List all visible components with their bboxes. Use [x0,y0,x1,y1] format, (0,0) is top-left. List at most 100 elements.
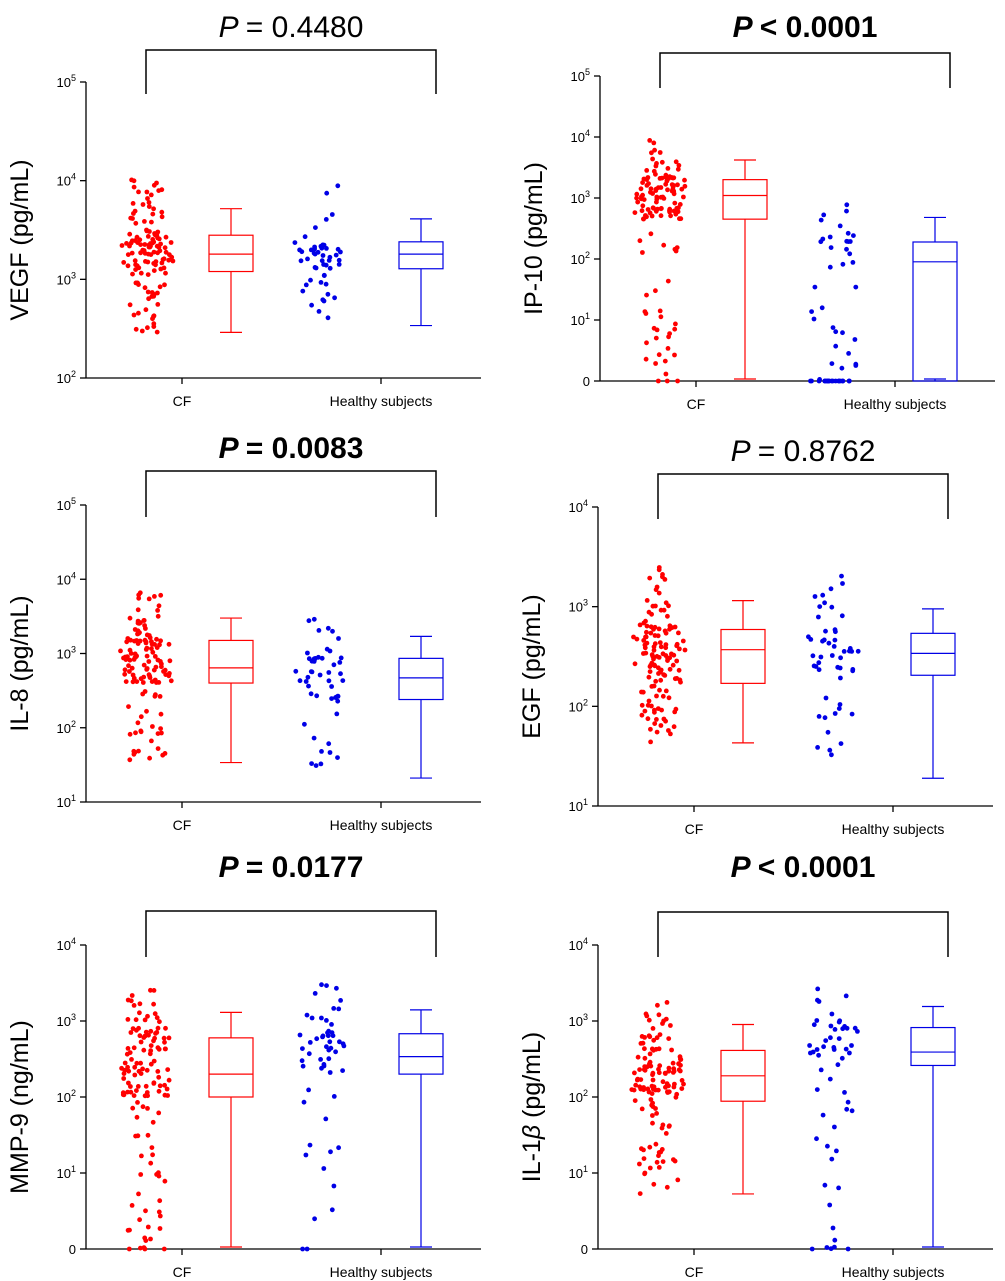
data-point [845,1099,851,1105]
y-tick-label: 101 [569,1164,588,1181]
data-point [326,741,332,747]
data-point [169,254,175,260]
data-point [827,1076,833,1082]
data-point [138,1060,144,1066]
data-point [162,1082,168,1088]
panel-2: 0 101 102 103 104 105 IP-10 (pg/mL) CF Healthy s… [520,11,995,412]
data-point [337,660,343,665]
data-point [135,631,140,637]
data-point [152,1011,158,1017]
data-point [852,337,858,342]
y-axis-label: MMP-9 (ng/mL) [6,1020,34,1194]
data-point [658,723,664,728]
data-point [676,667,682,673]
p-value-label: P < 0.0001 [731,851,876,884]
data-point [654,584,660,590]
data-point [676,630,681,636]
data-point [136,1191,141,1197]
data-point [129,238,135,244]
data-point [148,1236,153,1242]
data-point [151,268,157,273]
data-point [653,171,658,177]
y-axis-label: EGF (pg/mL) [518,594,546,738]
data-point [673,248,679,254]
box-iqr [398,657,444,701]
data-point [678,1056,683,1062]
data-point [672,326,678,332]
data-point [132,749,138,755]
data-point [679,1086,685,1091]
data-point [642,1046,647,1052]
data-point [832,1027,838,1032]
data-point [855,1029,860,1034]
data-point [155,613,161,619]
data-point [324,983,329,988]
data-point [166,1077,172,1083]
data-point [635,199,641,205]
data-point [151,1001,157,1007]
data-point [641,651,646,656]
data-point [131,1045,137,1051]
data-point [131,184,137,190]
data-point [827,747,833,753]
data-point [132,638,137,644]
data-point [676,1067,682,1073]
data-point [316,628,322,633]
data-point [161,1035,167,1041]
y-tick-label: 0 [69,1242,76,1257]
data-point [137,1001,143,1007]
data-point [677,202,683,207]
data-point [669,182,675,188]
data-point [314,1036,320,1042]
data-point [849,711,855,717]
data-point [675,209,681,215]
data-point [663,630,669,636]
data-point [125,1227,131,1233]
data-point [649,703,654,709]
data-point [638,186,644,192]
data-point [143,1238,149,1243]
data-point [150,1152,156,1158]
data-point [839,1055,845,1061]
data-point [658,1149,664,1155]
data-point [126,663,131,669]
data-point [653,1046,659,1052]
data-point [318,761,324,767]
data-point [826,640,832,646]
data-point [312,1216,317,1222]
data-point [657,640,663,645]
data-point [136,189,141,195]
y-tick-label: 103 [57,645,76,662]
data-point [135,607,141,613]
data-point [654,729,660,735]
y-tick-label: 101 [57,1164,76,1181]
data-point [674,643,680,649]
data-point [334,985,339,991]
data-point [152,1035,158,1041]
y-tick-label: 105 [57,73,76,90]
data-point [118,648,123,654]
data-point [653,288,658,294]
box-iqr [208,639,254,684]
data-point [847,646,853,651]
data-point [666,176,671,182]
data-point [128,651,134,656]
data-point [326,1056,332,1062]
data-point [651,1181,657,1187]
cf-points [631,565,688,745]
data-point [828,245,834,251]
data-point [658,213,664,219]
data-point [323,262,329,268]
data-point [299,249,305,255]
y-axis-label: VEGF (pg/mL) [6,159,34,320]
data-point [844,238,850,244]
box-iqr [398,1033,444,1075]
data-point [158,711,164,717]
data-point [313,225,318,231]
data-point [137,638,143,644]
data-point [656,1070,662,1076]
data-point [844,1106,850,1112]
data-point [675,378,680,384]
data-point [643,356,649,362]
data-point [640,180,645,186]
